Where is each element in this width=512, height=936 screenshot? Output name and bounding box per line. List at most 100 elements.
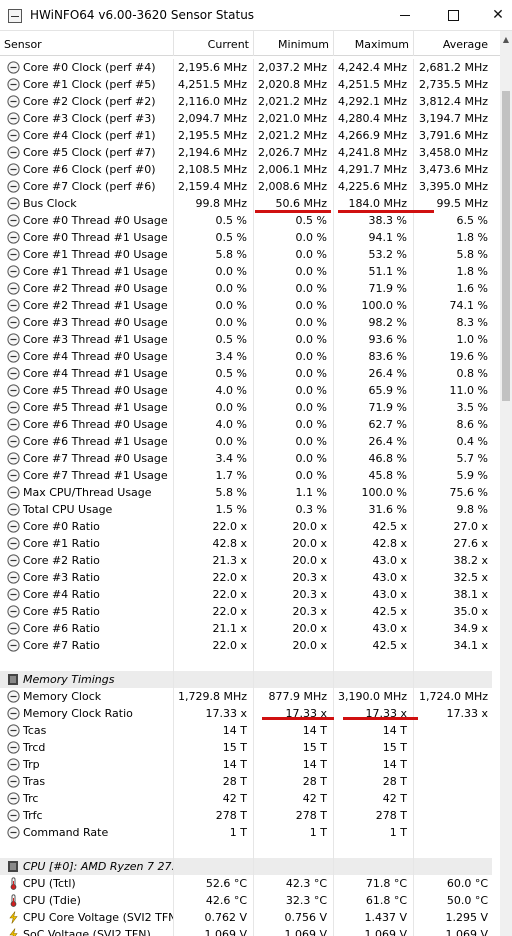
maximum-value: 184.0 MHz [334,195,414,212]
table-row[interactable]: Memory Clock Ratio 17.33 x 17.33 x 17.33 x 1… [0,705,500,722]
column-header-minimum[interactable]: Minimum [254,31,334,56]
table-row[interactable]: Core #7 Thread #1 Usage 1.7 % 0.0 % 45.8 % 5… [0,467,500,484]
table-row[interactable]: CPU Core Voltage (SVI2 TFN) 0.762 V 0.756 … [0,909,500,926]
table-row[interactable]: Core #4 Ratio 22.0 x 20.3 x 43.0 x 38.1 x [0,586,500,603]
scroll-up-arrow-icon[interactable]: ▲ [502,35,510,44]
table-row[interactable]: Tras 28 T 28 T 28 T [0,773,500,790]
vertical-scrollbar[interactable]: ▲ [500,31,512,936]
table-row[interactable]: Trp 14 T 14 T 14 T [0,756,500,773]
average-value-text: 9.8 % [456,503,488,516]
table-row[interactable]: Core #2 Thread #1 Usage 0.0 % 0.0 % 100.0 %… [0,297,500,314]
sensor-name-text: Core #5 Thread #1 Usage [23,401,168,414]
table-row[interactable]: Core #1 Thread #1 Usage 0.0 % 0.0 % 51.1 % 1… [0,263,500,280]
table-row[interactable]: Core #0 Thread #1 Usage 0.5 % 0.0 % 94.1 % 1… [0,229,500,246]
maximum-value-text: 71.9 % [368,282,407,295]
minimum-value: 2,020.8 MHz [254,76,334,93]
column-header-average[interactable]: Average [442,38,488,51]
table-row[interactable]: Core #5 Thread #1 Usage 0.0 % 0.0 % 71.9 % 3… [0,399,500,416]
current-value-text: 14 T [222,724,247,737]
sensor-name-text: Core #7 Clock (perf #6) [23,180,156,193]
minimum-value: 0.5 % [254,212,334,229]
table-row[interactable]: Core #5 Ratio 22.0 x 20.3 x 42.5 x 35.0 x [0,603,500,620]
table-row[interactable]: Tcas 14 T 14 T 14 T [0,722,500,739]
table-row[interactable]: Core #1 Thread #0 Usage 5.8 % 0.0 % 53.2 % 5… [0,246,500,263]
clock-sensor-icon [7,503,20,516]
table-row[interactable]: Core #6 Clock (perf #0) 2,108.5 MHz 2,006.… [0,161,500,178]
column-header-current[interactable]: Current [174,31,254,56]
current-value: 22.0 x [174,637,254,654]
sensor-name-text: Core #1 Clock (perf #5) [23,78,156,91]
table-row[interactable]: Core #4 Thread #0 Usage 3.4 % 0.0 % 83.6 % 1… [0,348,500,365]
table-row[interactable]: Core #5 Clock (perf #7) 2,194.6 MHz 2,026.… [0,144,500,161]
table-row[interactable]: Core #0 Thread #0 Usage 0.5 % 0.5 % 38.3 % 6… [0,212,500,229]
table-row[interactable]: Core #7 Thread #0 Usage 3.4 % 0.0 % 46.8 % 5… [0,450,500,467]
table-row[interactable]: Memory Clock 1,729.8 MHz 877.9 MHz 3,190.0 … [0,688,500,705]
table-row[interactable]: Core #6 Thread #0 Usage 4.0 % 0.0 % 62.7 % 8… [0,416,500,433]
table-row[interactable]: Total CPU Usage 1.5 % 0.3 % 31.6 % 9.8 % [0,501,500,518]
average-value: 9.8 % [414,501,492,518]
table-row[interactable]: CPU (Tctl) 52.6 °C 42.3 °C 71.8 °C 60.0 °C [0,875,500,892]
average-value-text: 3,194.7 MHz [418,112,488,125]
average-value: 5.9 % [414,467,492,484]
column-header-sensor[interactable]: Sensor [0,31,174,56]
sensor-group-row[interactable]: CPU [#0]: AMD Ryzen 7 27... [0,858,500,875]
sensor-name-text: Memory Clock [23,690,102,703]
table-row[interactable]: Core #0 Clock (perf #4) 2,195.6 MHz 2,037.… [0,59,500,76]
minimum-value: 1 T [254,824,334,841]
maximum-value: 1.069 V [334,926,414,936]
table-row[interactable]: Trc 42 T 42 T 42 T [0,790,500,807]
minimum-value-text: 20.3 x [292,605,328,618]
title-bar: HWiNFO64 v6.00-3620 Sensor Status ✕ [0,0,512,31]
maximum-value: 4,280.4 MHz [334,110,414,127]
table-row[interactable]: Core #6 Ratio 21.1 x 20.0 x 43.0 x 34.9 x [0,620,500,637]
table-row[interactable]: Core #7 Clock (perf #6) 2,159.4 MHz 2,008.… [0,178,500,195]
average-value: 17.33 x [414,705,492,722]
table-row[interactable]: Core #0 Ratio 22.0 x 20.0 x 42.5 x 27.0 x [0,518,500,535]
table-row[interactable]: SoC Voltage (SVI2 TFN) 1.069 V 1.069 V 1.06… [0,926,500,936]
sensor-name-text: Core #7 Ratio [23,639,100,652]
table-row[interactable]: Core #2 Clock (perf #2) 2,116.0 MHz 2,021.… [0,93,500,110]
table-row[interactable]: Core #7 Ratio 22.0 x 20.0 x 42.5 x 34.1 x [0,637,500,654]
maximize-button[interactable] [430,0,476,31]
table-row[interactable]: Core #4 Thread #1 Usage 0.5 % 0.0 % 26.4 % 0… [0,365,500,382]
current-value: 14 T [174,756,254,773]
table-row[interactable]: Core #3 Ratio 22.0 x 20.3 x 43.0 x 32.5 x [0,569,500,586]
table-row[interactable]: CPU (Tdie) 42.6 °C 32.3 °C 61.8 °C 50.0 °C [0,892,500,909]
minimize-button[interactable] [382,0,428,31]
table-row[interactable]: Core #5 Thread #0 Usage 4.0 % 0.0 % 65.9 % 1… [0,382,500,399]
table-row[interactable]: Core #1 Ratio 42.8 x 20.0 x 42.8 x 27.6 x [0,535,500,552]
current-value-text: 2,195.6 MHz [177,61,247,74]
table-row[interactable]: Trfc 278 T 278 T 278 T [0,807,500,824]
table-row[interactable]: Core #3 Thread #0 Usage 0.0 % 0.0 % 98.2 % 8… [0,314,500,331]
minimum-value-text: 0.756 V [284,911,327,924]
table-row[interactable]: Core #3 Thread #1 Usage 0.5 % 0.0 % 93.6 % 1… [0,331,500,348]
table-row[interactable]: Core #3 Clock (perf #3) 2,094.7 MHz 2,021.… [0,110,500,127]
table-row[interactable]: Core #2 Ratio 21.3 x 20.0 x 43.0 x 38.2 x [0,552,500,569]
current-value: 0.0 % [174,297,254,314]
table-row[interactable]: Core #2 Thread #0 Usage 0.0 % 0.0 % 71.9 % 1… [0,280,500,297]
current-value-text: 14 T [222,758,247,771]
maximum-value-text: 4,242.4 MHz [337,61,407,74]
close-button[interactable]: ✕ [475,0,512,31]
table-row[interactable]: Core #1 Clock (perf #5) 4,251.5 MHz 2,020.… [0,76,500,93]
sensor-name: Core #6 Clock (perf #0) [0,161,174,178]
minimum-value: 2,037.2 MHz [254,59,334,76]
scrollbar-thumb[interactable] [502,91,510,401]
column-header-maximum[interactable]: Maximum [334,31,414,56]
table-row[interactable]: Command Rate 1 T 1 T 1 T [0,824,500,841]
current-value: 1,729.8 MHz [174,688,254,705]
minimum-value: 32.3 °C [254,892,334,909]
sensor-name: Core #2 Ratio [0,552,174,569]
maximum-value-text: 15 T [382,741,407,754]
table-row[interactable]: Trcd 15 T 15 T 15 T [0,739,500,756]
clock-sensor-icon [7,180,20,193]
table-row[interactable]: Max CPU/Thread Usage 5.8 % 1.1 % 100.0 % 75.… [0,484,500,501]
sensor-name: Core #2 Thread #1 Usage [0,297,174,314]
table-row[interactable]: Core #4 Clock (perf #1) 2,195.5 MHz 2,021.… [0,127,500,144]
table-row[interactable]: Bus Clock 99.8 MHz 50.6 MHz 184.0 MHz 99.5 M… [0,195,500,212]
table-row[interactable]: Core #6 Thread #1 Usage 0.0 % 0.0 % 26.4 % 0… [0,433,500,450]
minimum-value-text: 20.3 x [292,571,328,584]
average-value: 2,681.2 MHz [414,59,492,76]
minimum-value-text: 2,008.6 MHz [257,180,327,193]
sensor-group-row[interactable]: Memory Timings [0,671,500,688]
